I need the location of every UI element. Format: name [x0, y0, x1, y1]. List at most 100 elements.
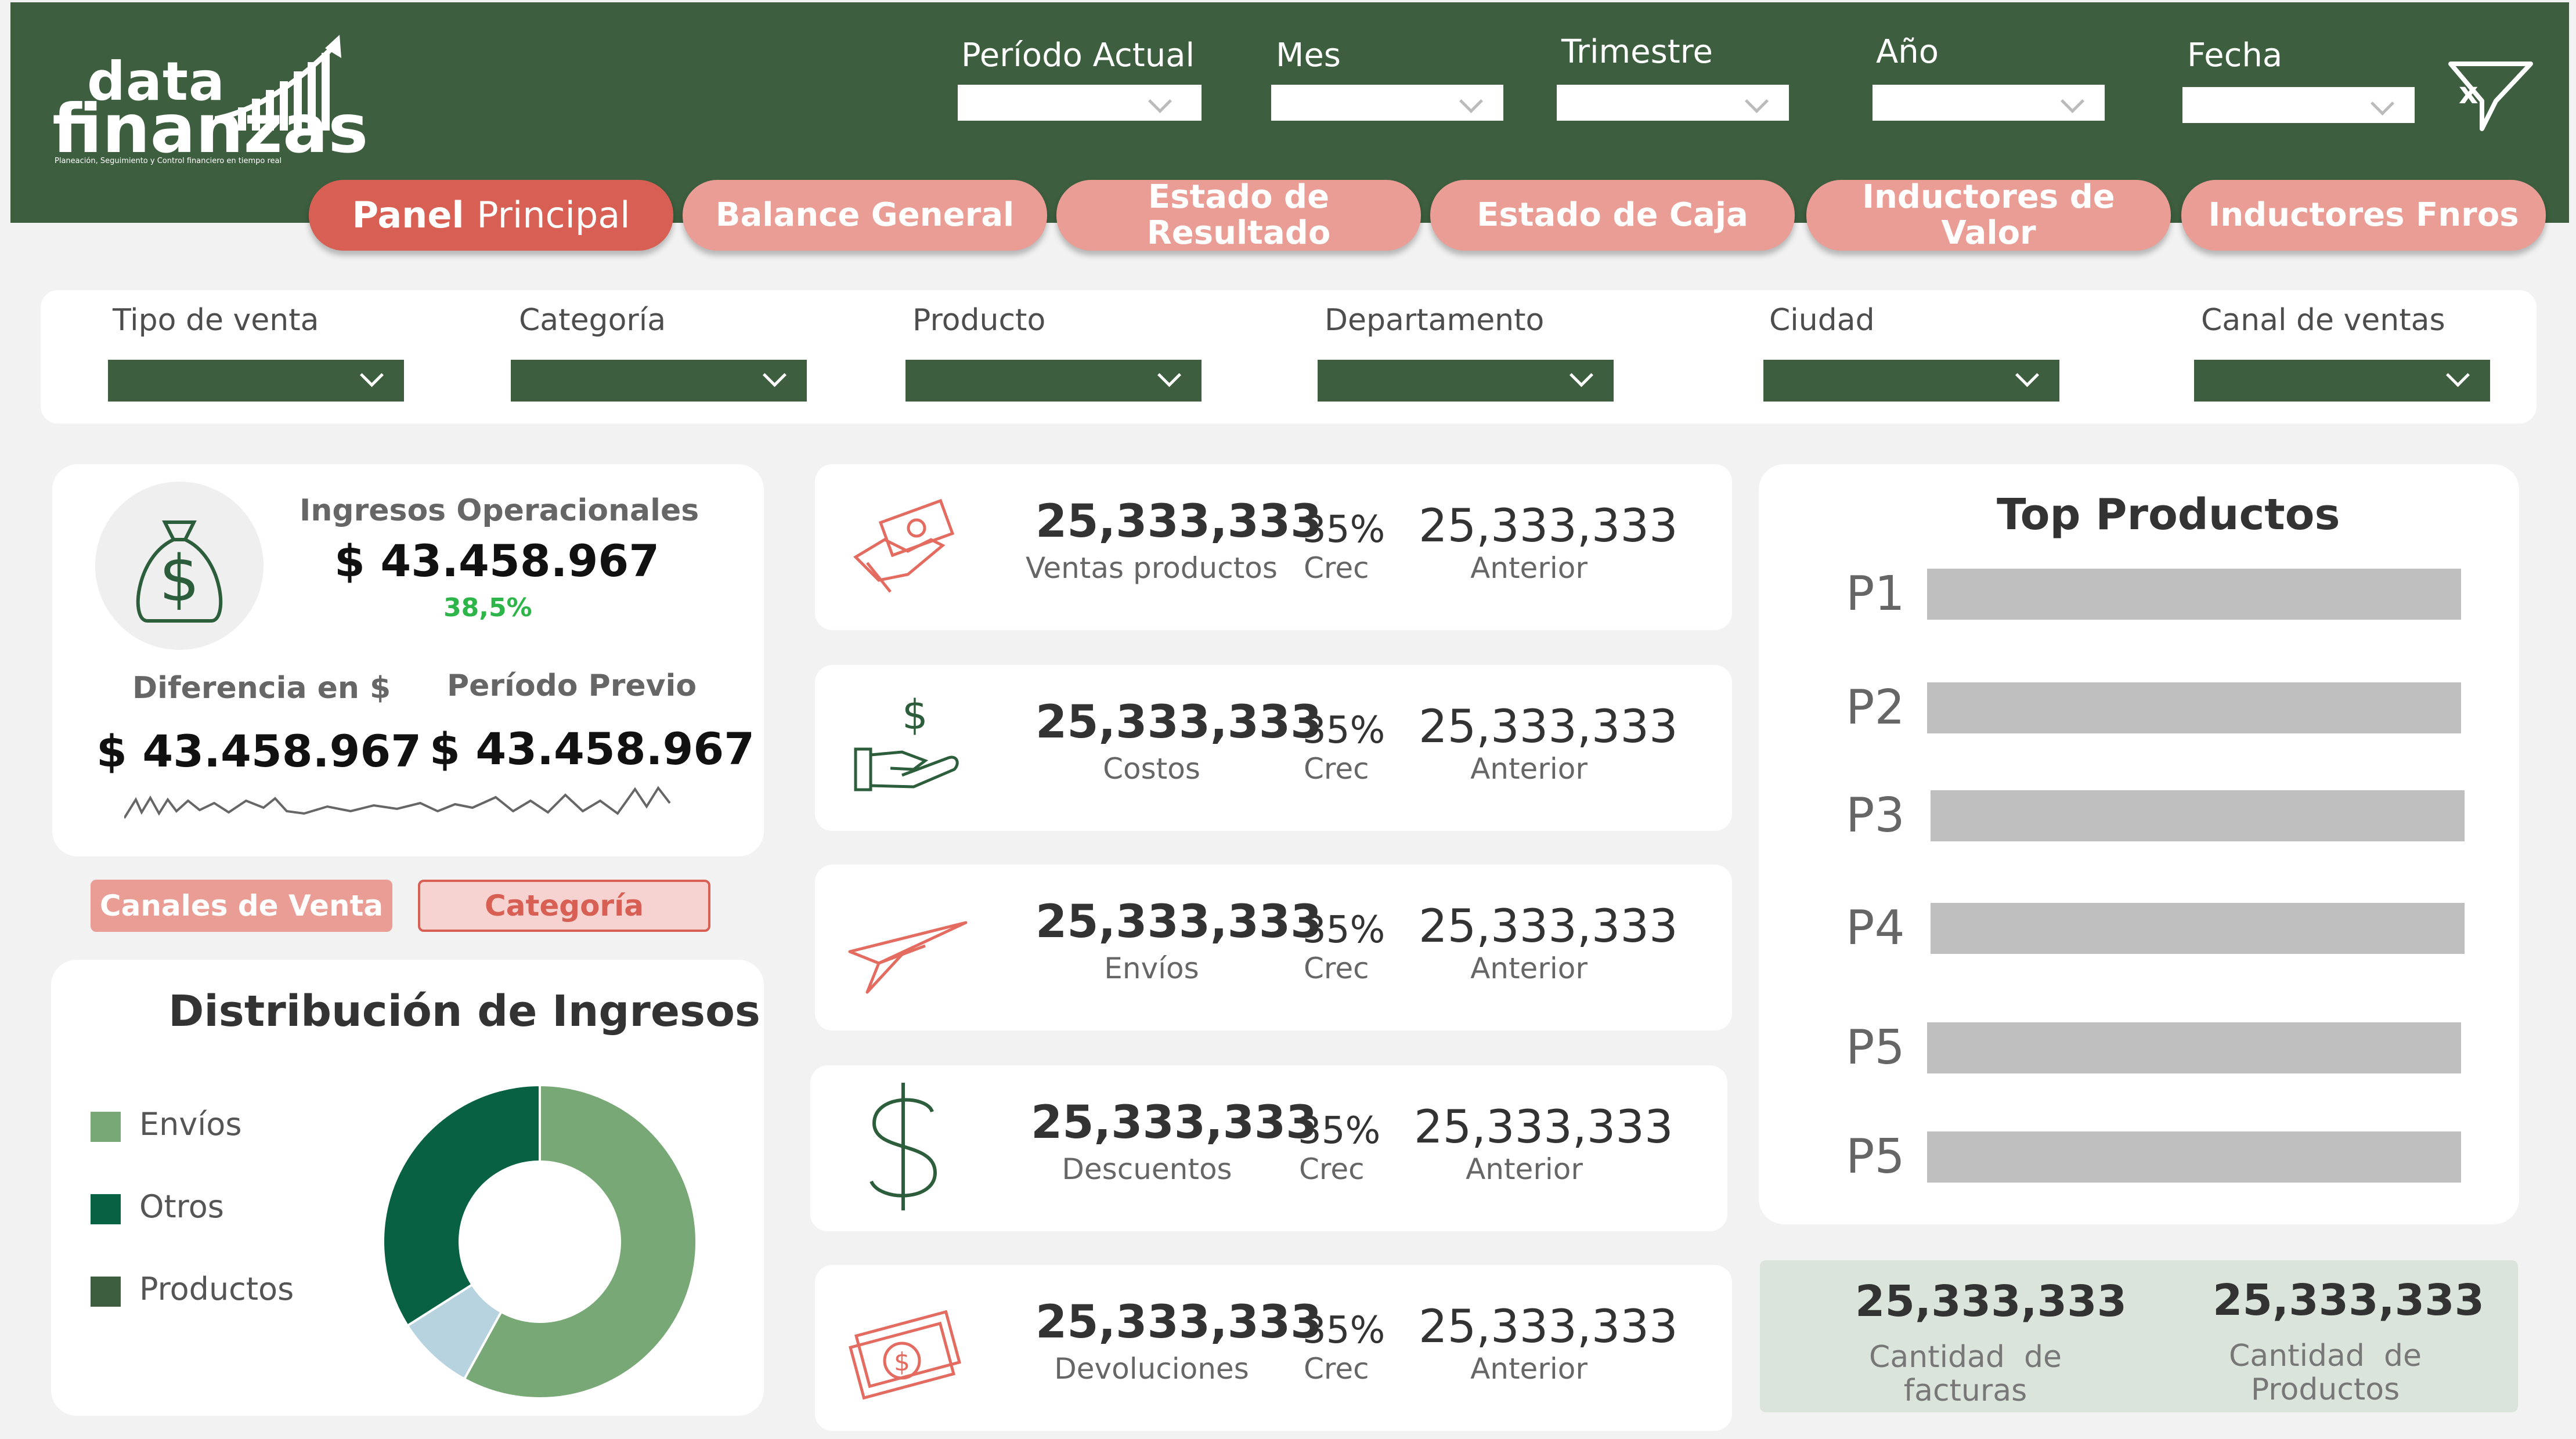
metric-pct: 35% — [1303, 909, 1386, 952]
filters-card — [41, 290, 2537, 424]
legend-swatch-otros — [91, 1194, 121, 1224]
metric-label: Costos — [1103, 752, 1200, 786]
chevron-down-icon — [2445, 363, 2470, 388]
metric-prev-label: Anterior — [1466, 1152, 1583, 1186]
dollar-sign-icon — [839, 1071, 967, 1224]
cash-hand-icon — [844, 487, 972, 606]
tab-panel-label-b: Principal — [477, 194, 630, 236]
ciudad-dropdown[interactable] — [1763, 360, 2059, 402]
legend-swatch-productos — [91, 1277, 121, 1307]
facturas-label: Cantidad de facturas — [1809, 1340, 2122, 1408]
metric-prev-label: Anterior — [1470, 1352, 1588, 1386]
metric-value: 25,333,333 — [1036, 496, 1322, 548]
brand-tagline: Planeación, Seguimiento y Control financ… — [55, 157, 282, 165]
distribution-donut-chart — [382, 1083, 698, 1400]
brand-line1: data — [87, 50, 225, 113]
trend-sparkline — [123, 778, 681, 824]
metric-card — [815, 665, 1732, 831]
tab-inductores-valor[interactable]: Inductores de Valor — [1806, 179, 2171, 251]
metric-crec: Crec — [1299, 1152, 1365, 1186]
chevron-down-icon — [762, 363, 787, 388]
metric-value: 25,333,333 — [1036, 896, 1322, 948]
chevron-down-icon — [2015, 363, 2040, 388]
metric-prev-label: Anterior — [1470, 752, 1588, 786]
svg-text:$: $ — [902, 691, 928, 739]
tab-estado-caja[interactable]: Estado de Caja — [1430, 180, 1795, 251]
facturas-count: 25,333,333 — [1855, 1277, 2127, 1326]
anio-dropdown[interactable] — [1873, 85, 2105, 121]
metric-card — [815, 1265, 1732, 1431]
metric-crec: Crec — [1304, 551, 1369, 585]
categoria-button[interactable]: Categoría — [418, 880, 710, 932]
filter-label-departamento: Departamento — [1325, 303, 1545, 338]
metric-value: 25,333,333 — [1036, 1296, 1322, 1348]
legend-label-productos: Productos — [139, 1271, 294, 1307]
metric-crec: Crec — [1304, 752, 1369, 786]
productos-label-a: Cantidad de — [2229, 1339, 2422, 1373]
top-product-bar[interactable] — [1931, 790, 2465, 841]
departamento-dropdown[interactable] — [1318, 360, 1614, 402]
metric-value: 25,333,333 — [1031, 1097, 1318, 1149]
metric-prev: 25,333,333 — [1414, 1101, 1673, 1154]
chevron-down-icon — [1148, 89, 1172, 114]
top-product-label: P3 — [1846, 788, 1905, 843]
fecha-dropdown[interactable] — [2182, 87, 2415, 123]
metric-label: Envíos — [1104, 952, 1199, 985]
legend-swatch-envios — [91, 1112, 121, 1142]
donut-slice[interactable] — [382, 1083, 541, 1328]
metric-pct: 35% — [1303, 508, 1386, 551]
top-product-bar[interactable] — [1927, 1131, 2461, 1183]
top-product-label: P1 — [1846, 566, 1905, 621]
facturas-label-a: Cantidad de — [1869, 1340, 2062, 1375]
metric-prev: 25,333,333 — [1419, 901, 1678, 953]
top-product-bar[interactable] — [1927, 682, 2461, 733]
tab-panel-principal[interactable]: Panel Principal — [309, 180, 673, 251]
legend-label-otros: Otros — [139, 1188, 224, 1225]
tab-estado-resultado[interactable]: Estado de Resultado — [1056, 179, 1421, 251]
chevron-down-icon — [359, 363, 384, 388]
trimestre-dropdown[interactable] — [1557, 85, 1789, 121]
filter-label-periodo: Período Actual — [961, 37, 1195, 74]
filter-label-producto: Producto — [912, 303, 1046, 338]
tab-balance-general[interactable]: Balance General — [683, 180, 1047, 251]
metric-prev: 25,333,333 — [1419, 500, 1678, 552]
tipo-venta-dropdown[interactable] — [108, 360, 404, 402]
filter-label-anio: Año — [1876, 33, 1939, 71]
top-product-label: P5 — [1846, 1020, 1905, 1075]
filter-label-canal: Canal de ventas — [2201, 303, 2445, 338]
canales-venta-button[interactable]: Canales de Venta — [91, 880, 392, 932]
productos-count: 25,333,333 — [2213, 1275, 2485, 1325]
filter-label-trimestre: Trimestre — [1561, 33, 1713, 71]
top-products-title: Top Productos — [1997, 490, 2340, 540]
top-product-bar[interactable] — [1927, 569, 2461, 620]
top-product-bar[interactable] — [1931, 903, 2465, 954]
metric-card — [810, 1065, 1727, 1231]
filter-label-mes: Mes — [1276, 37, 1341, 74]
chevron-down-icon — [1459, 89, 1484, 114]
filter-label-categoria: Categoría — [519, 303, 666, 338]
prev-value: $ 43.458.967 — [430, 723, 755, 775]
productos-label-b: Productos — [2250, 1372, 2400, 1407]
metric-label: Descuentos — [1062, 1152, 1232, 1186]
diff-value: $ 43.458.967 — [96, 725, 422, 777]
canal-dropdown[interactable] — [2194, 360, 2490, 402]
top-product-label: P2 — [1846, 680, 1905, 735]
top-product-bar[interactable] — [1927, 1022, 2461, 1073]
metric-card — [815, 464, 1732, 630]
periodo-dropdown[interactable] — [958, 85, 1202, 121]
diff-label: Diferencia en $ — [132, 671, 391, 706]
chevron-down-icon — [2370, 91, 2395, 116]
svg-text:$: $ — [894, 1347, 910, 1377]
tab-inductores-fnros[interactable]: Inductores Fnros — [2181, 180, 2546, 251]
producto-dropdown[interactable] — [905, 360, 1202, 402]
clear-filter-icon[interactable]: x — [2447, 58, 2534, 133]
mes-dropdown[interactable] — [1271, 85, 1503, 121]
kpi-title: Ingresos Operacionales — [300, 493, 699, 528]
metric-crec: Crec — [1304, 1352, 1369, 1386]
categoria-dropdown[interactable] — [511, 360, 807, 402]
donut-slice[interactable] — [463, 1083, 698, 1400]
metric-prev-label: Anterior — [1470, 952, 1588, 985]
top-product-label: P4 — [1846, 901, 1905, 956]
metric-label: Devoluciones — [1054, 1352, 1249, 1386]
filter-label-ciudad: Ciudad — [1769, 303, 1875, 338]
